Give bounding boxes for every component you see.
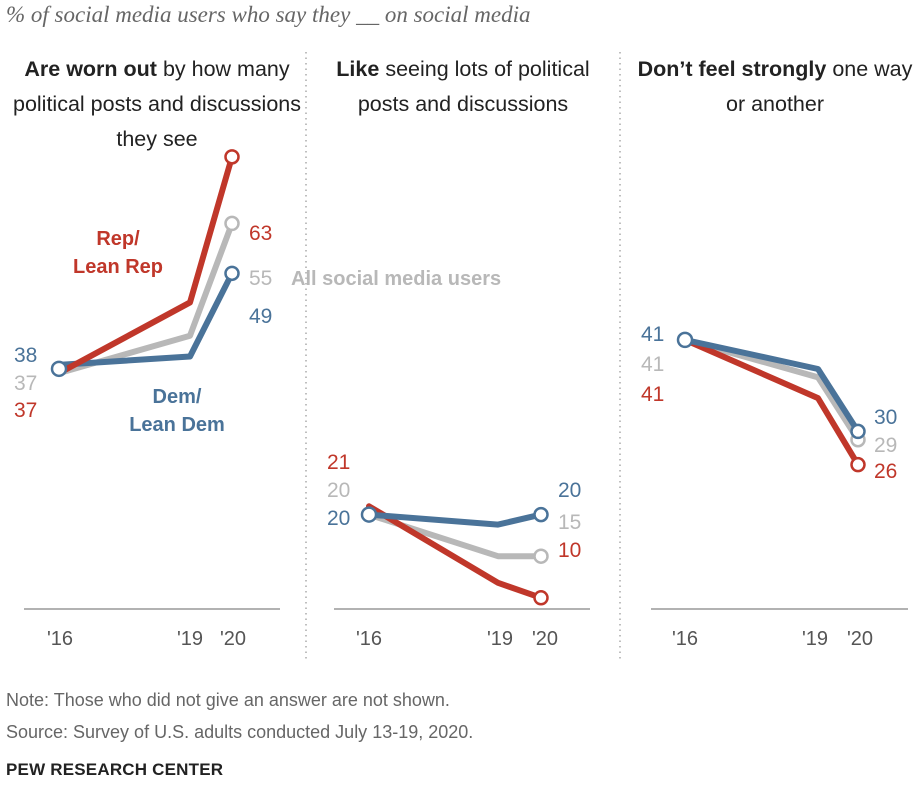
panel-2-title-rest: seeing lots of political posts and discu… bbox=[357, 57, 590, 116]
end-marker-rep bbox=[224, 149, 240, 165]
panel-1-title: Are worn out by how many political posts… bbox=[12, 52, 302, 157]
x-tick-label: '20 bbox=[220, 628, 246, 650]
series-line-dem bbox=[56, 270, 235, 368]
pew-research-center-logo: PEW RESEARCH CENTER bbox=[6, 760, 224, 779]
panel-3-title-rest: one way or another bbox=[725, 57, 913, 116]
x-tick-label: '19 bbox=[177, 628, 203, 650]
x-tick-label: '16 bbox=[47, 628, 73, 650]
data-label-rep-end: 26 bbox=[874, 460, 897, 483]
x-tick-label: '20 bbox=[847, 628, 873, 650]
end-marker-dem bbox=[224, 265, 240, 282]
data-label-rep-start: 37 bbox=[14, 399, 37, 422]
panel-3-title: Don’t feel strongly one way or another bbox=[630, 52, 918, 122]
series-line-rep bbox=[682, 336, 861, 468]
panel-1-title-rest: by how many political posts and discussi… bbox=[12, 57, 301, 151]
data-label-all-end: 29 bbox=[874, 434, 897, 457]
data-label-all-start: 41 bbox=[641, 353, 664, 376]
panel-3-title-bold: Don’t feel strongly bbox=[637, 57, 827, 81]
legend-dem-line2: Lean Dem bbox=[129, 414, 225, 436]
series-line-dem bbox=[682, 336, 861, 435]
panel-2-title: Like seeing lots of political posts and … bbox=[318, 52, 608, 122]
data-label-rep-start: 41 bbox=[641, 383, 664, 406]
x-tick-label: '19 bbox=[487, 628, 513, 650]
data-label-dem-end: 49 bbox=[249, 305, 272, 328]
chart-subtitle: % of social media users who say they __ … bbox=[6, 2, 531, 27]
data-label-dem-start: 38 bbox=[14, 344, 37, 367]
end-marker-dem bbox=[533, 506, 549, 523]
data-label-all-end: 55 bbox=[249, 267, 272, 290]
panel-2-title-bold: Like bbox=[336, 57, 380, 81]
data-label-dem-start: 41 bbox=[641, 323, 664, 346]
data-label-all-start: 20 bbox=[327, 479, 350, 502]
panel-1-title-bold: Are worn out bbox=[24, 57, 157, 81]
x-tick-label: '16 bbox=[672, 628, 698, 650]
start-marker bbox=[360, 506, 378, 523]
legend-dem-line1: Dem/ bbox=[153, 386, 202, 408]
legend-rep-line2: Lean Rep bbox=[73, 256, 163, 278]
end-marker-dem bbox=[850, 423, 866, 440]
legend-rep-line1: Rep/ bbox=[96, 228, 140, 250]
data-label-all-end: 15 bbox=[558, 511, 581, 534]
series-line-rep bbox=[366, 503, 544, 601]
data-label-dem-start: 20 bbox=[327, 507, 350, 530]
data-label-dem-end: 30 bbox=[874, 406, 897, 429]
end-marker-rep bbox=[850, 456, 866, 473]
data-label-rep-end: 10 bbox=[558, 539, 581, 562]
data-label-rep-end: 63 bbox=[249, 222, 272, 245]
source: Source: Survey of U.S. adults conducted … bbox=[6, 722, 474, 742]
legend-all: All social media users bbox=[291, 268, 501, 290]
data-label-rep-start: 21 bbox=[327, 451, 350, 474]
start-marker bbox=[50, 360, 68, 378]
data-label-all-start: 37 bbox=[14, 372, 37, 395]
start-marker bbox=[676, 331, 694, 349]
end-marker-all bbox=[533, 548, 549, 564]
x-tick-label: '19 bbox=[802, 628, 828, 650]
note: Note: Those who did not give an answer a… bbox=[6, 690, 450, 710]
series-line-dem bbox=[366, 511, 544, 528]
data-label-dem-end: 20 bbox=[558, 479, 581, 502]
series-line-rep bbox=[56, 153, 235, 377]
x-tick-label: '20 bbox=[532, 628, 558, 650]
end-marker-rep bbox=[533, 590, 549, 606]
end-marker-all bbox=[224, 215, 240, 232]
x-tick-label: '16 bbox=[356, 628, 382, 650]
